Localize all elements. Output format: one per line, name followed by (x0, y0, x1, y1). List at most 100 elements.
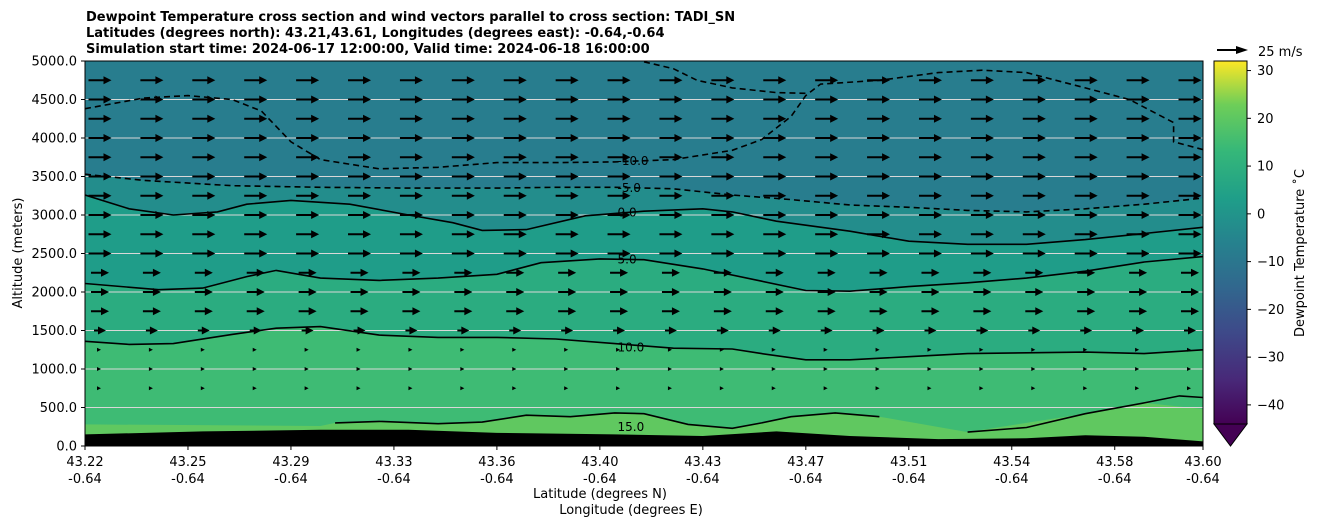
colorbar-tick-label: −30 (1257, 351, 1284, 366)
wind-arrow-icon (140, 172, 164, 181)
wind-arrow-icon (1178, 134, 1202, 142)
wind-arrow-icon (973, 288, 992, 296)
wind-arrow-icon (918, 211, 942, 219)
wind-arrow-icon (148, 347, 153, 352)
wind-arrow-icon (460, 367, 465, 371)
wind-arrow-icon (659, 134, 683, 142)
wind-arrow-icon (140, 153, 164, 162)
wind-arrow-icon (607, 95, 631, 104)
wind-arrow-icon (200, 386, 205, 391)
wind-arrow-icon (564, 386, 569, 391)
colorbar-tick-label: −10 (1257, 255, 1284, 270)
wind-arrow-icon (298, 268, 317, 277)
contour-line (335, 412, 880, 430)
wind-arrow-icon (88, 211, 112, 219)
colorbar-gradient (1213, 60, 1248, 425)
wind-arrow-icon (616, 347, 621, 352)
wind-arrow-icon (1022, 211, 1046, 219)
wind-arrow-icon (296, 249, 320, 258)
x-tick-label-lon: -0.64 (789, 472, 823, 487)
wind-arrow-icon (970, 191, 994, 200)
wind-arrow-icon (1126, 230, 1150, 239)
wind-arrow-icon (304, 386, 309, 391)
wind-arrow-icon (815, 230, 839, 239)
wind-arrow-icon (200, 347, 205, 352)
wind-arrow-icon (1074, 191, 1098, 200)
title-block: Dewpoint Temperature cross section and w… (86, 10, 735, 57)
wind-arrow-icon (711, 191, 735, 200)
wind-arrow-icon (244, 95, 268, 104)
wind-arrow-icon (763, 153, 787, 162)
y-tick-label: 4500.0 (32, 93, 78, 108)
wind-arrow-icon (192, 230, 216, 239)
colorbar-extend-triangle (1213, 423, 1248, 447)
wind-arrow-icon (451, 249, 475, 258)
wind-arrow-icon (350, 307, 369, 316)
wind-arrow-icon (1126, 95, 1150, 104)
wind-arrow-icon (506, 268, 525, 277)
wind-arrow-icon (716, 326, 729, 335)
wind-arrow-icon (246, 268, 265, 277)
wind-arrow-icon (451, 230, 475, 239)
wind-arrow-icon (1178, 76, 1202, 85)
x-tick-label-lat: 43.51 (890, 455, 927, 470)
wind-arrow-icon (244, 153, 268, 162)
wind-arrow-icon (503, 249, 527, 258)
x-tick-label-lon: -0.64 (1186, 472, 1220, 487)
wind-arrow-icon (1181, 268, 1199, 277)
wind-arrow-icon (304, 367, 309, 371)
wind-arrow-icon (244, 230, 268, 239)
x-tick-label-lat: 43.58 (1096, 455, 1133, 470)
wind-arrow-icon (402, 288, 421, 296)
x-tick-label-lat: 43.36 (478, 455, 515, 470)
wind-arrow-icon (298, 288, 317, 296)
colorbar-label: Dewpoint Temperature ˚C (1292, 169, 1308, 337)
wind-arrow-icon (918, 230, 942, 239)
x-tick-label-lat: 43.60 (1184, 455, 1221, 470)
wind-arrow-icon (867, 211, 891, 219)
wind-arrow-icon (348, 153, 372, 162)
wind-arrow-icon (252, 367, 257, 371)
wind-arrow-icon (451, 76, 475, 85)
contour-line (85, 194, 1203, 246)
wind-arrow-icon (192, 191, 216, 200)
x-axis-label-line-2: Longitude (degrees E) (559, 503, 703, 518)
wind-arrow-icon (555, 249, 579, 258)
wind-key-label: 25 m/s (1258, 45, 1303, 60)
wind-arrow-icon (659, 172, 683, 181)
wind-arrow-icon (661, 288, 680, 296)
wind-arrow-icon (616, 386, 621, 391)
wind-arrow-icon (1074, 249, 1098, 258)
wind-arrow-icon (88, 95, 112, 104)
wind-arrow-icon (296, 95, 320, 104)
y-tick-label: 5000.0 (32, 55, 78, 70)
wind-arrow-icon (815, 76, 839, 85)
wind-arrow-icon (1031, 367, 1036, 371)
wind-arrow-icon (564, 367, 569, 371)
x-tick-label-lat: 43.40 (581, 455, 618, 470)
x-tick-label-lat: 43.54 (993, 455, 1030, 470)
contour-label: -5.0 (618, 181, 641, 195)
wind-arrow-icon (823, 347, 828, 352)
contour-label: 10.0 (618, 340, 645, 354)
wind-arrow-icon (1074, 211, 1098, 219)
wind-arrow-icon (1031, 347, 1036, 352)
wind-arrow-icon (815, 153, 839, 162)
wind-arrow-icon (503, 211, 527, 219)
wind-arrow-icon (192, 114, 216, 123)
contour-line (85, 69, 1203, 170)
wind-arrow-icon (1025, 268, 1044, 277)
y-tick-label: 1500.0 (32, 324, 78, 339)
wind-arrow-icon (558, 268, 577, 277)
wind-arrow-icon (555, 95, 579, 104)
wind-arrow-icon (408, 386, 413, 391)
wind-arrow-icon (1132, 326, 1145, 335)
wind-arrow-icon (763, 95, 787, 104)
wind-arrow-icon (1074, 114, 1098, 123)
wind-arrow-icon (88, 76, 112, 85)
wind-arrow-icon (555, 191, 579, 200)
wind-arrow-icon (1022, 230, 1046, 239)
wind-arrow-icon (503, 172, 527, 181)
colorbar: 30 20 10 0 −10 −20 −30 −40 Dewpoint Temperature… (1213, 60, 1308, 447)
wind-arrow-icon (1135, 367, 1140, 371)
